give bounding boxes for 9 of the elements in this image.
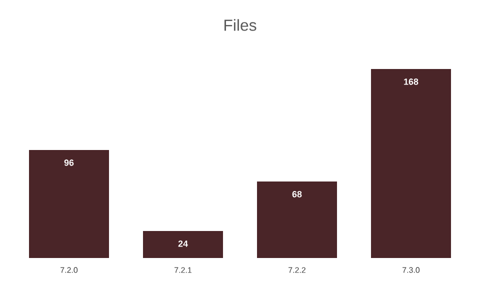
- bar: [257, 182, 338, 258]
- data-label: 96: [64, 160, 74, 166]
- bar: [371, 69, 452, 258]
- chart-title: Files: [224, 19, 256, 31]
- bar: [143, 231, 224, 258]
- data-label: 24: [178, 240, 188, 247]
- data-label: 168: [404, 78, 418, 85]
- data-label: 68: [292, 191, 302, 198]
- bar: [29, 150, 109, 258]
